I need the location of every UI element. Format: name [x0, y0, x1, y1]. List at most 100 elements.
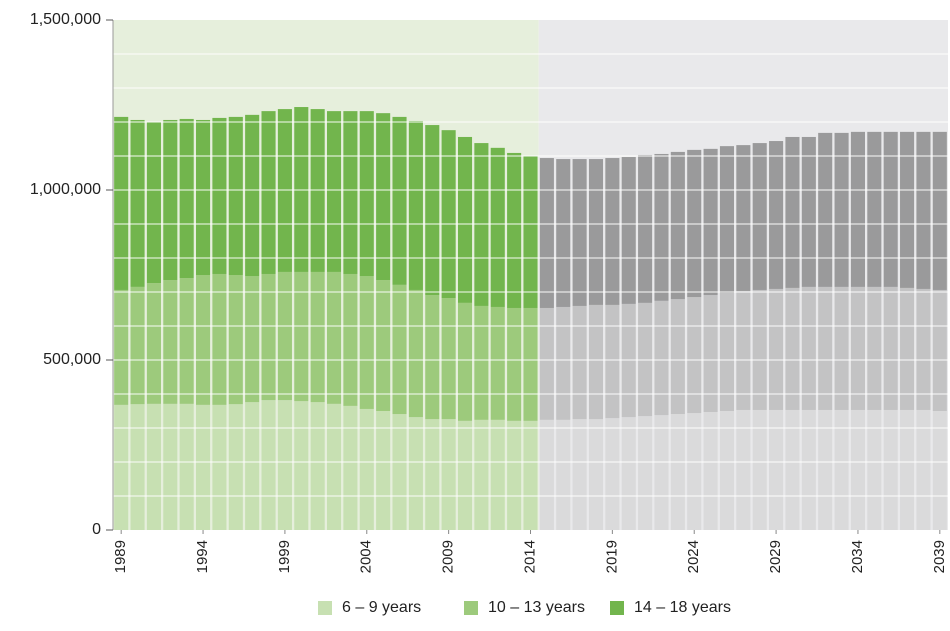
bar-segment — [916, 131, 931, 289]
bar-segment — [294, 271, 309, 402]
bar-segment — [654, 300, 669, 416]
bar-segment — [425, 125, 440, 296]
bar-segment — [769, 409, 784, 530]
bar-segment — [228, 116, 243, 276]
bar-segment — [719, 411, 735, 530]
bar-segment — [277, 400, 292, 530]
bar-segment — [769, 141, 784, 289]
bar-segment — [572, 419, 587, 530]
bar-segment — [850, 131, 865, 287]
bar-segment — [900, 409, 915, 530]
bar-segment — [801, 136, 816, 287]
bar-segment — [572, 305, 587, 420]
bar-segment — [588, 304, 604, 420]
bar-segment — [163, 280, 178, 404]
bar-segment — [588, 159, 604, 305]
bar-segment — [556, 306, 571, 420]
bar-segment — [196, 119, 211, 276]
bar-segment — [326, 403, 342, 530]
bar-segment — [310, 271, 325, 403]
bar-segment — [408, 417, 423, 530]
bar-segment — [556, 419, 571, 530]
bar-segment — [212, 117, 227, 274]
bar-segment — [212, 273, 227, 405]
bar-segment — [916, 288, 931, 410]
x-tick-label: 2024 — [685, 540, 702, 573]
bar-segment — [801, 409, 816, 530]
bar-segment — [245, 114, 260, 277]
bar-segment — [670, 299, 685, 415]
bar-segment — [146, 122, 161, 284]
bar-segment — [539, 158, 554, 308]
bar-segment — [114, 289, 129, 405]
bar-segment — [294, 401, 309, 530]
x-tick-label: 1989 — [112, 540, 129, 573]
bar-segment — [130, 119, 145, 287]
bar-segment — [834, 132, 849, 287]
bar-segment — [376, 113, 391, 281]
bar-segment — [261, 400, 276, 530]
bar-segment — [163, 403, 178, 530]
bar-segment — [523, 307, 538, 421]
legend-swatch — [318, 601, 332, 615]
bar-segment — [425, 295, 440, 420]
bar-segment — [916, 409, 931, 530]
bar-segment — [736, 145, 751, 291]
bar-segment — [179, 278, 194, 404]
bar-segment — [670, 414, 685, 530]
x-tick-label: 2009 — [440, 540, 457, 573]
y-tick-label: 1,000,000 — [30, 181, 101, 198]
bar-segment — [752, 289, 767, 410]
bar-segment — [457, 302, 473, 421]
bar-segment — [703, 295, 718, 413]
bar-segment — [638, 416, 653, 530]
x-tick-label: 2034 — [849, 540, 866, 573]
bar-segment — [228, 275, 243, 405]
x-tick-label: 2029 — [767, 540, 784, 573]
bar-segment — [883, 409, 898, 530]
bar-segment — [801, 286, 816, 410]
bar-segment — [507, 307, 522, 421]
bar-segment — [441, 419, 456, 530]
bar-segment — [654, 415, 669, 530]
bar-segment — [490, 419, 505, 530]
bar-segment — [785, 136, 800, 288]
bar-segment — [343, 273, 358, 406]
bar-segment — [408, 289, 423, 418]
bar-segment — [114, 404, 129, 530]
bar-segment — [900, 131, 915, 288]
bar-segment — [474, 419, 489, 530]
bar-segment — [588, 419, 604, 530]
bar-segment — [687, 413, 702, 530]
bar-segment — [196, 275, 211, 405]
bar-segment — [474, 305, 489, 420]
bar-segment — [457, 420, 473, 530]
bar-segment — [818, 132, 833, 287]
bar-segment — [523, 420, 538, 530]
x-tick-label: 2014 — [521, 540, 538, 573]
bar-segment — [867, 409, 882, 530]
legend-label: 6 – 9 years — [342, 599, 421, 616]
bar-segment — [277, 271, 292, 401]
bar-segment — [605, 418, 620, 530]
bar-segment — [687, 297, 702, 414]
bar-segment — [654, 153, 669, 301]
bar-segment — [376, 411, 391, 530]
bar-segment — [359, 111, 374, 277]
bar-segment — [261, 111, 276, 274]
bar-segment — [621, 157, 636, 304]
legend-swatch — [464, 601, 478, 615]
bar-segment — [310, 402, 325, 530]
bar-segment — [703, 412, 718, 530]
bar-segment — [146, 403, 161, 530]
bar-segment — [867, 131, 882, 287]
bar-segment — [736, 290, 751, 410]
bar-segment — [179, 403, 194, 530]
bar-segment — [507, 420, 522, 530]
bar-segment — [212, 404, 227, 530]
bar-segment — [343, 405, 358, 530]
bar-segment — [326, 111, 342, 272]
bar-segment — [196, 404, 211, 530]
